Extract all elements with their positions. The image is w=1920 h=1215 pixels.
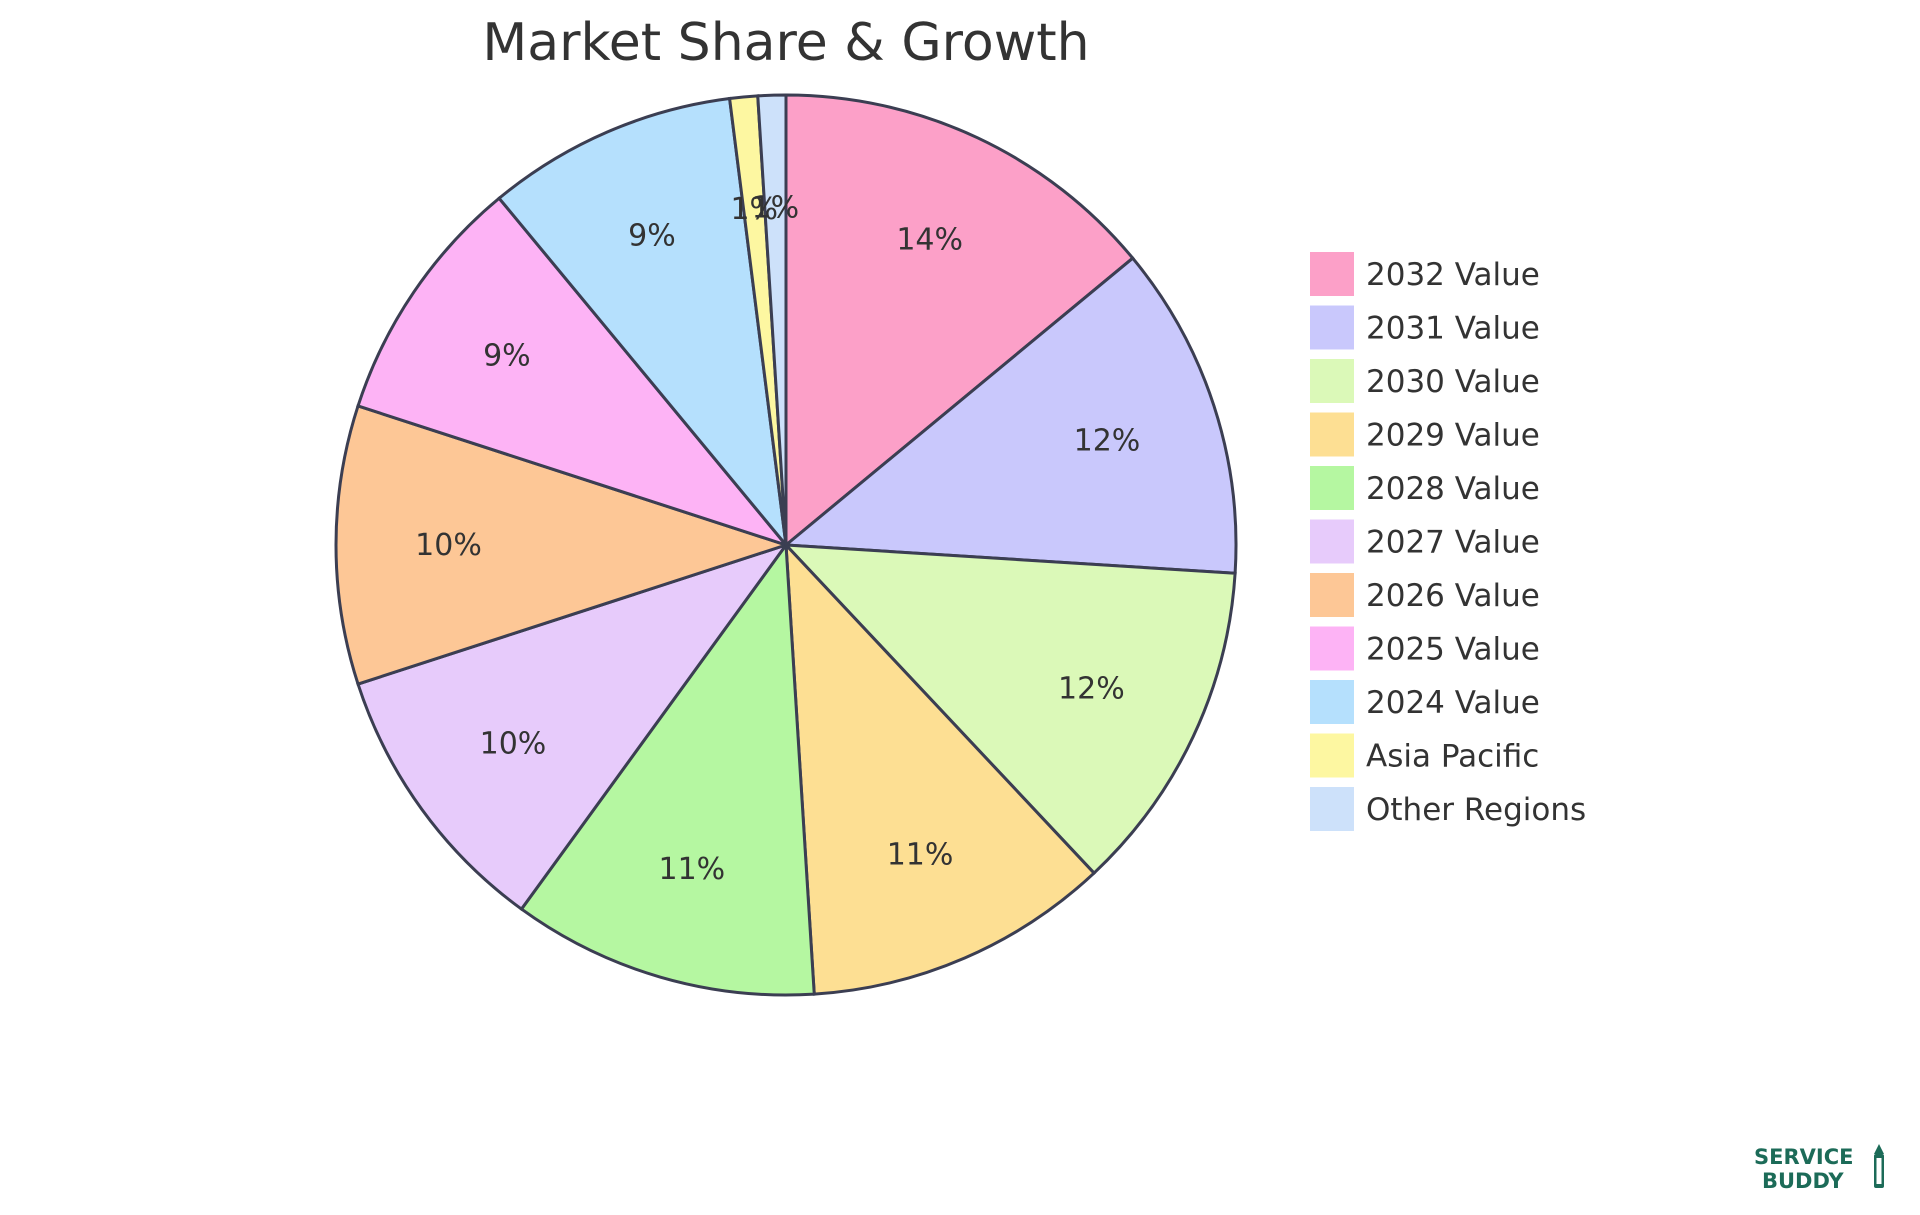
legend-label: Other Regions <box>1366 792 1586 828</box>
legend-label: Asia Pacific <box>1366 739 1539 775</box>
legend-swatch <box>1310 466 1354 510</box>
legend-label: 2026 Value <box>1366 578 1540 614</box>
legend-swatch <box>1310 733 1354 778</box>
legend-swatch <box>1310 573 1354 617</box>
legend-swatch <box>1310 252 1354 296</box>
legend-label: 2032 Value <box>1366 257 1540 293</box>
slice-percent-label: 10% <box>480 726 547 761</box>
legend-swatch <box>1310 519 1354 564</box>
legend: 2032 Value 2031 Value 2030 Value 2029 Value… <box>1310 252 1586 831</box>
slice-percent-label: 1% <box>752 191 800 226</box>
legend-label: 2028 Value <box>1366 471 1540 507</box>
slice-percent-label: 9% <box>483 338 531 373</box>
pie-slice <box>519 540 816 997</box>
pie-slice <box>784 93 1135 549</box>
slice-percent-label: 12% <box>1058 672 1125 707</box>
pencil-icon <box>1874 1144 1884 1188</box>
slice-percent-label: 11% <box>658 852 725 887</box>
slice-percent-label: 1% <box>730 192 778 227</box>
pie-slice <box>782 543 1237 876</box>
legend-swatch <box>1310 626 1354 671</box>
legend-swatch <box>1310 305 1354 350</box>
pie-slice <box>784 540 1097 996</box>
logo-line-2: BUDDY <box>1762 1169 1844 1193</box>
slice-percent-label: 10% <box>415 528 482 563</box>
pie-slice <box>356 542 790 912</box>
legend-swatch <box>1310 787 1354 831</box>
slice-percent-label: 14% <box>896 223 963 258</box>
pie-slice <box>756 93 788 546</box>
legend-label: 2031 Value <box>1366 311 1540 347</box>
pie-slices <box>334 93 1238 997</box>
legend-label: 2024 Value <box>1366 685 1540 721</box>
slice-percent-label: 12% <box>1074 424 1141 459</box>
pie-slice <box>497 96 789 550</box>
pie-slice <box>334 404 791 686</box>
legend-label: 2029 Value <box>1366 418 1540 454</box>
legend-swatch <box>1310 680 1354 724</box>
legend-swatch <box>1310 359 1354 403</box>
pie-slice-labels: 14% 12% 12% 11% 11% 10% 10% 9% 9% 1%1% <box>415 191 1140 887</box>
chart-title: Market Share & Growth <box>482 13 1089 73</box>
legend-swatch <box>1310 412 1354 457</box>
slice-percent-label: 9% <box>628 218 676 253</box>
pie-slice <box>356 196 791 549</box>
legend-label: 2025 Value <box>1366 632 1540 668</box>
legend-label: 2027 Value <box>1366 525 1540 561</box>
legend-label: 2030 Value <box>1366 364 1540 400</box>
slice-percent-label: 11% <box>887 838 954 873</box>
pie-slice <box>782 256 1238 575</box>
logo-line-1: SERVICE <box>1754 1145 1853 1169</box>
service-buddy-logo: SERVICE BUDDY <box>1754 1144 1884 1193</box>
